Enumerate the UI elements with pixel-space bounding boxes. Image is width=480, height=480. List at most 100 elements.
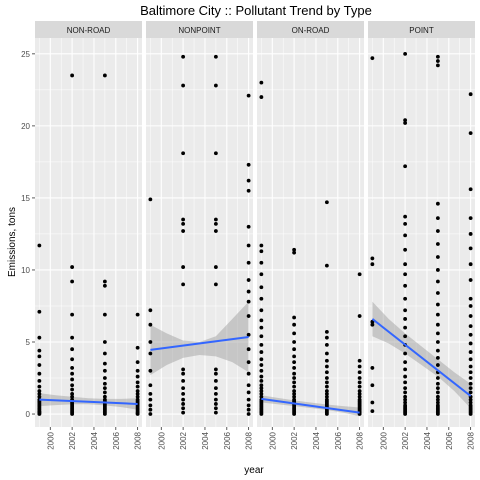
data-point — [259, 374, 264, 379]
data-point — [468, 403, 473, 408]
data-point — [292, 331, 297, 336]
data-point — [435, 390, 440, 395]
facet-panel-non-road: NON-ROAD 2000 2002 2004 2006 2008 — [35, 21, 143, 450]
data-point — [324, 330, 329, 334]
data-point — [213, 371, 218, 376]
data-point — [181, 217, 186, 222]
data-point — [403, 394, 408, 399]
data-point — [259, 325, 264, 330]
data-point — [357, 314, 362, 318]
x-tick-label: 2006 — [223, 431, 232, 449]
data-point — [213, 265, 218, 269]
data-point — [37, 394, 42, 399]
data-point — [370, 256, 375, 261]
data-point — [259, 342, 264, 347]
data-point — [357, 394, 362, 399]
data-point — [102, 312, 107, 317]
data-point — [403, 164, 408, 169]
data-point — [259, 383, 264, 388]
data-point — [357, 358, 362, 363]
data-point — [403, 380, 408, 385]
data-point — [213, 391, 218, 396]
data-point — [435, 312, 440, 317]
data-point — [246, 278, 251, 282]
data-point — [102, 397, 107, 402]
x-tick-label: 2008 — [467, 431, 476, 449]
data-point — [246, 332, 251, 337]
data-point — [292, 394, 297, 399]
data-point — [102, 386, 107, 390]
data-point — [148, 412, 153, 416]
data-point — [324, 384, 329, 389]
data-point — [357, 272, 362, 277]
data-point — [37, 384, 42, 389]
chart-title: Baltimore City :: Pollutant Trend by Typ… — [140, 3, 372, 18]
data-point — [246, 390, 251, 395]
data-point — [292, 371, 297, 376]
data-point — [135, 389, 140, 393]
data-point — [435, 279, 440, 284]
data-point — [148, 308, 153, 313]
data-point — [468, 296, 473, 301]
data-point — [102, 283, 107, 288]
data-point — [468, 400, 473, 405]
data-point — [181, 397, 186, 402]
data-point — [324, 351, 329, 356]
data-point — [246, 188, 251, 193]
strip-background — [257, 21, 364, 38]
x-tick-label: 2004 — [201, 431, 210, 449]
data-point — [435, 255, 440, 259]
data-point — [213, 379, 218, 383]
x-tick-label: 2006 — [334, 431, 343, 449]
data-point — [102, 390, 107, 395]
data-point — [213, 217, 218, 222]
data-point — [102, 340, 107, 344]
data-point — [148, 397, 153, 402]
data-point — [246, 407, 251, 412]
data-point — [403, 351, 408, 356]
data-point — [70, 394, 75, 399]
data-point — [259, 334, 264, 339]
data-point — [468, 364, 473, 369]
data-point — [181, 371, 186, 376]
data-point — [181, 367, 186, 372]
data-point — [435, 348, 440, 353]
data-point — [135, 368, 140, 373]
data-point — [292, 389, 297, 393]
data-point — [435, 340, 440, 344]
data-point — [213, 402, 218, 406]
x-tick-label: 2008 — [134, 431, 143, 449]
data-point — [102, 279, 107, 284]
data-point — [246, 260, 251, 265]
strip-background — [35, 21, 142, 38]
data-point — [403, 325, 408, 330]
data-point — [435, 59, 440, 63]
data-point — [435, 302, 440, 307]
data-point — [403, 283, 408, 288]
x-tick-label: 2006 — [112, 431, 121, 449]
x-tick-label: 2008 — [245, 431, 254, 449]
data-point — [403, 308, 408, 313]
data-point — [403, 121, 408, 125]
x-axis-title: year — [244, 465, 264, 476]
data-point — [246, 360, 251, 365]
data-point — [324, 335, 329, 340]
data-point — [246, 289, 251, 294]
data-point — [259, 386, 264, 390]
data-point — [213, 282, 218, 287]
data-point — [370, 322, 375, 327]
data-point — [181, 221, 186, 226]
data-point — [357, 380, 362, 385]
data-point — [403, 374, 408, 379]
y-tick-label: 15 — [21, 194, 30, 203]
data-point — [213, 229, 218, 233]
data-point — [259, 296, 264, 301]
data-point — [370, 409, 375, 414]
data-point — [468, 131, 473, 135]
data-point — [292, 391, 297, 396]
data-point — [181, 379, 186, 383]
data-point — [246, 93, 251, 98]
data-point — [135, 380, 140, 385]
data-point — [435, 403, 440, 408]
